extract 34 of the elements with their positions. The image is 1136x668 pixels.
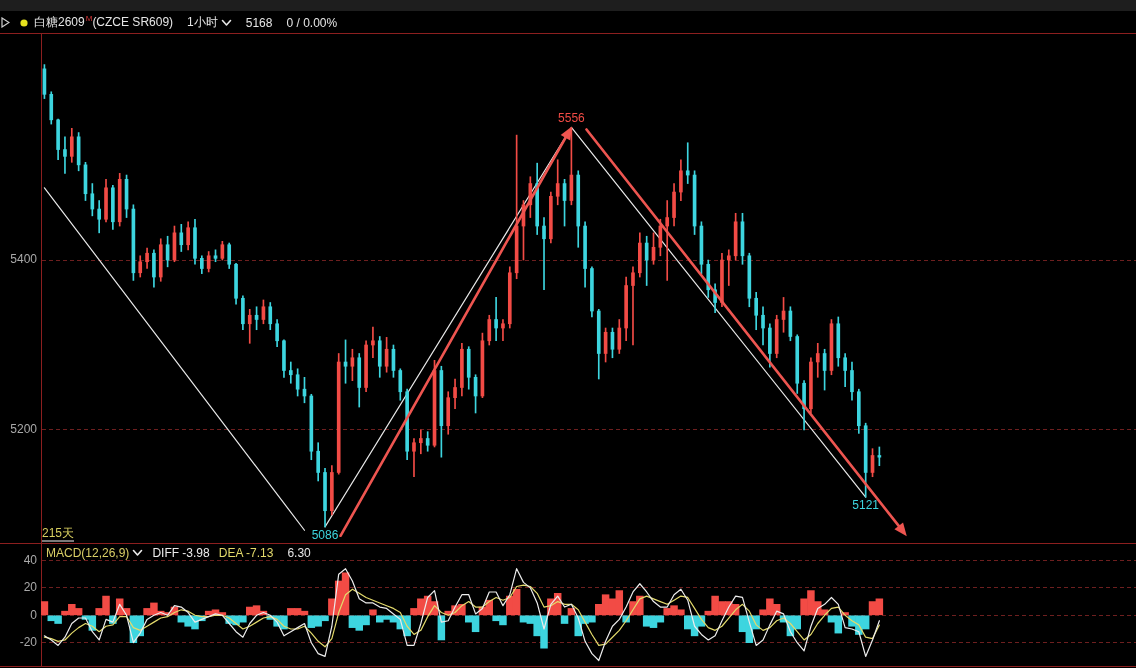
text: 5168	[245, 15, 273, 30]
text: 0 / 0.00%	[286, 15, 338, 30]
y-tick-label: 5400	[10, 252, 38, 267]
candlestick	[542, 217, 546, 291]
y-tick-label: 0	[30, 607, 38, 622]
candlestick	[815, 342, 820, 378]
candlestick	[371, 326, 375, 359]
legend-label: DIFF -3.98	[152, 546, 210, 560]
text: 1小时	[187, 14, 218, 31]
chart-title: 白糖2609$^{M}$(CZCE SR609)	[34, 14, 174, 31]
annotation: 5556	[558, 110, 586, 125]
y-tick-label: 20	[23, 580, 38, 595]
annotation: 215天	[42, 526, 75, 542]
candlestick	[288, 361, 293, 384]
bar	[560, 615, 569, 624]
text: DEA -7.13	[218, 546, 274, 560]
candlestick	[501, 319, 505, 342]
y-tick-label: 40	[23, 552, 38, 567]
candlestick	[419, 429, 423, 455]
candlestick	[247, 308, 252, 344]
bar	[369, 609, 377, 616]
y-tick-label: 5200	[10, 422, 38, 437]
candlestick	[494, 297, 498, 342]
annotation: 5086	[311, 528, 339, 543]
candlestick	[726, 249, 731, 286]
candlestick	[63, 136, 67, 174]
y-tick-label: -20	[19, 635, 38, 650]
candlestick	[685, 142, 690, 184]
candlestick	[665, 200, 670, 281]
chart-title: MACD(12,26,9)	[46, 546, 130, 560]
candlestick	[631, 266, 635, 346]
annotation: 5121	[852, 498, 880, 513]
bar	[41, 601, 49, 616]
annotation: 6.30	[287, 546, 311, 560]
